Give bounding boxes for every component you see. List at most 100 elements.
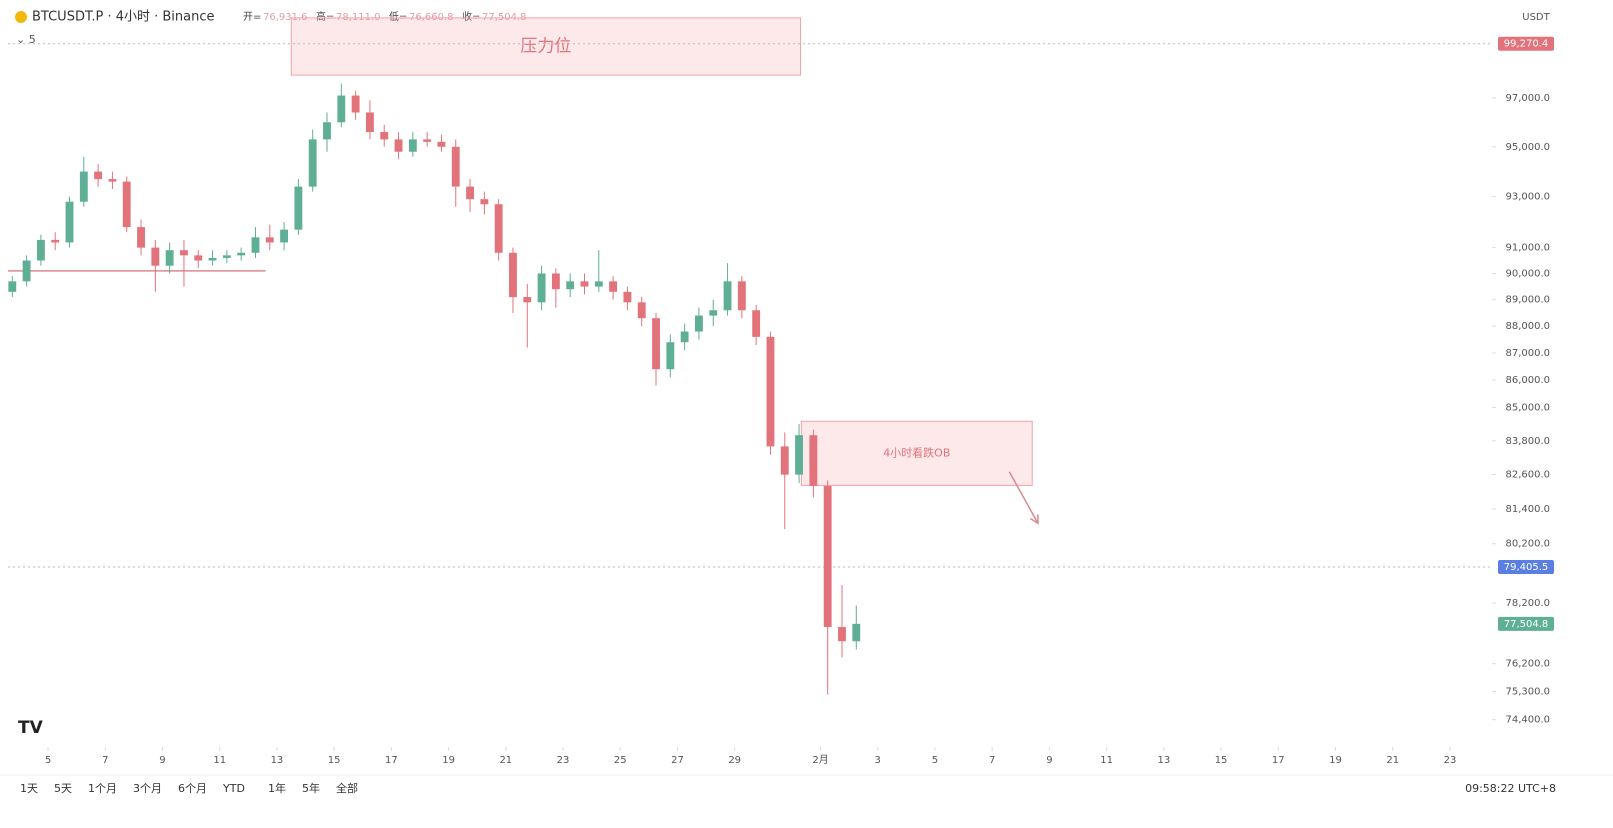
candle-body (8, 281, 17, 292)
y-tick-label: 88,000.0 (1505, 321, 1550, 332)
candle-body (380, 132, 389, 140)
range-button[interactable]: 1年 (268, 781, 286, 795)
range-button[interactable]: 1天 (20, 782, 38, 795)
range-button[interactable]: 5年 (302, 781, 320, 795)
arrow-head (1029, 514, 1039, 525)
ohlc-value: 76,931.6 (263, 12, 308, 23)
candle-body (494, 204, 503, 253)
candle-body (351, 95, 360, 113)
y-tick-label: 74,400.0 (1505, 715, 1550, 726)
y-tick-label: 78,200.0 (1505, 598, 1550, 609)
x-tick-label: 23 (1444, 755, 1457, 766)
ohlc-name: 低= (389, 10, 407, 23)
candle-body (208, 257, 217, 261)
candle-body (337, 95, 346, 123)
candle-body (294, 186, 303, 230)
x-tick-label: 15 (1215, 755, 1228, 766)
y-tick-label: 75,300.0 (1505, 686, 1550, 697)
price-tag-label: 99,270.4 (1504, 39, 1549, 50)
candle-body (437, 141, 446, 147)
range-button[interactable]: 1个月 (88, 782, 117, 795)
candle-body (537, 273, 546, 303)
x-tick-label: 2月 (812, 754, 828, 766)
zone (290, 17, 801, 76)
candle-body (523, 297, 532, 303)
y-tick-label: 87,000.0 (1505, 348, 1550, 359)
y-tick-label: 90,000.0 (1505, 269, 1550, 280)
candle-body (466, 186, 474, 200)
candle-body (737, 281, 746, 311)
candle-body (137, 227, 145, 248)
candle-body (194, 255, 203, 261)
price-tag-label: 77,504.8 (1504, 619, 1549, 630)
candle-body (365, 112, 374, 133)
candle-body (222, 255, 231, 258)
candle-body (36, 239, 45, 261)
candle-body (265, 237, 274, 243)
candle-body (723, 281, 732, 311)
price-tag-label: 79,405.5 (1504, 562, 1549, 573)
x-tick-label: 7 (102, 755, 108, 766)
candle-body (795, 435, 804, 475)
indicator[interactable]: ⌄ 5 (16, 33, 36, 46)
ohlc-name: 开= (243, 12, 261, 23)
y-tick-label: 80,200.0 (1505, 539, 1550, 550)
candle-body (594, 281, 603, 287)
symbol-icon (15, 11, 27, 23)
x-tick-label: 27 (671, 755, 684, 766)
ohlc-name: 高= (316, 10, 334, 23)
y-tick-label: 81,400.0 (1505, 504, 1550, 515)
candle-body (323, 122, 331, 140)
candle-body (165, 250, 174, 266)
candle-body (51, 239, 60, 243)
x-tick-label: 9 (159, 755, 165, 766)
x-tick-label: 17 (385, 755, 398, 766)
candle-body (122, 181, 131, 228)
candle-body (423, 139, 432, 142)
x-tick-label: 17 (1272, 755, 1285, 766)
x-tick-label: 13 (1157, 755, 1170, 766)
range-button[interactable]: YTD (222, 782, 245, 795)
range-button[interactable]: 6个月 (178, 782, 207, 795)
candle-body (838, 627, 846, 642)
range-button[interactable]: 3个月 (133, 782, 162, 795)
candle-body (637, 302, 646, 319)
x-tick-label: 29 (728, 755, 741, 766)
x-tick-label: 11 (1100, 755, 1113, 766)
symbol: BTCUSDT.P · 4小时 · Binance (32, 10, 215, 25)
price-tag (1498, 36, 1554, 51)
x-tick-label: 9 (1046, 755, 1052, 766)
x-tick-label: 15 (328, 755, 341, 766)
candle-body (237, 252, 246, 256)
candle-body (79, 171, 88, 202)
price-tag (1498, 560, 1554, 575)
zone-label: 4小时看跌OB (883, 445, 950, 459)
x-tick-label: 23 (557, 755, 570, 766)
candle-body (394, 139, 403, 152)
ohlc-name: 收= (462, 10, 480, 23)
candle-body (65, 201, 74, 243)
x-tick-label: 19 (1329, 755, 1342, 766)
y-tick-label: 97,000.0 (1505, 93, 1550, 104)
candle-body (509, 252, 517, 298)
arrow (1008, 471, 1039, 524)
x-tick-label: 3 (875, 755, 881, 766)
y-tick-label: 91,000.0 (1505, 243, 1550, 254)
x-tick-label: 5 (45, 755, 51, 766)
y-tick-label: 85,000.0 (1505, 402, 1550, 413)
x-tick-label: 19 (442, 755, 455, 766)
candle-body (451, 146, 460, 187)
candle-body (108, 179, 117, 182)
candle-body (308, 139, 317, 187)
range-button[interactable]: 全部 (336, 781, 358, 795)
candle-body (623, 291, 632, 303)
currency: USDT (1522, 12, 1550, 23)
candle-body (680, 331, 689, 343)
x-tick-label: 5 (932, 755, 938, 766)
range-button[interactable]: 5天 (54, 782, 72, 795)
candle-body (694, 315, 703, 332)
y-tick-label: 93,000.0 (1505, 192, 1550, 203)
y-tick-label: 76,200.0 (1505, 659, 1550, 670)
